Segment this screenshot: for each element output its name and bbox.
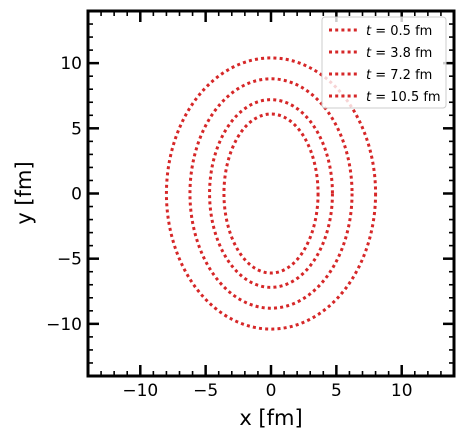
- legend-label-3: t = 7.2 fm: [366, 68, 432, 83]
- y-tick-label: 10: [60, 54, 82, 74]
- series-curve-3: [188, 77, 354, 310]
- x-axis-label: x [fm]: [239, 406, 302, 430]
- y-tick-label: 0: [71, 185, 82, 205]
- series-curve-2: [208, 98, 334, 289]
- y-tick-label: −10: [46, 315, 82, 335]
- legend: t = 0.5 fm t = 3.8 fm t = 7.2 fm t = 10.5 f…: [321, 16, 447, 109]
- series-curves: [164, 56, 378, 331]
- legend-label-2: t = 3.8 fm: [366, 46, 432, 61]
- y-tick-label: 5: [71, 119, 82, 139]
- x-tick-label: −5: [193, 381, 218, 401]
- series-curve-4: [164, 56, 378, 331]
- plot-frame: [86, 9, 456, 378]
- legend-label-4: t = 10.5 fm: [366, 90, 441, 105]
- y-tick-label: −5: [57, 250, 82, 270]
- x-tick-label: 0: [266, 381, 277, 401]
- legend-box: [321, 16, 447, 109]
- legend-label-1: t = 0.5 fm: [366, 24, 432, 39]
- x-tick-label: 5: [331, 381, 342, 401]
- series-curve-1: [222, 112, 320, 275]
- x-tick-label: −10: [122, 381, 158, 401]
- x-tick-label: 10: [391, 381, 413, 401]
- tick-labels: −10 −5 0 5 10 −10 −5 0 5 10: [46, 54, 412, 401]
- y-axis-label: y [fm]: [12, 161, 36, 224]
